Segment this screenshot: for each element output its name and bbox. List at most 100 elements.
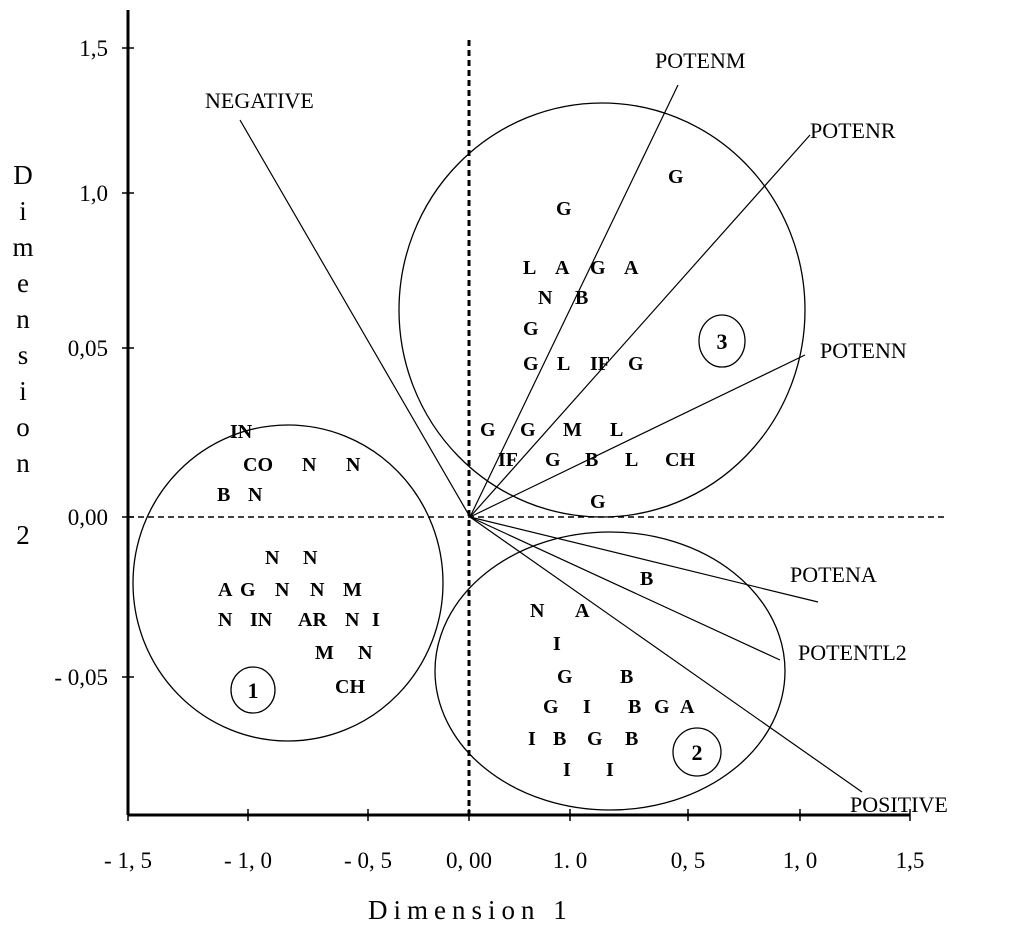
point-label: G xyxy=(668,166,684,188)
cluster-number: 1 xyxy=(248,678,259,703)
point-label: G xyxy=(545,449,561,471)
point-label: I xyxy=(528,728,536,750)
x-tick-label: - 1, 0 xyxy=(224,848,272,873)
point-label: G xyxy=(523,318,539,340)
point-label: B xyxy=(585,449,598,471)
y-tick-label: 1,0 xyxy=(79,181,108,206)
point-label: G xyxy=(628,353,644,375)
point-label: B xyxy=(575,287,588,309)
cluster-ellipse xyxy=(434,531,786,811)
x-tick-label: 0, 5 xyxy=(671,848,706,873)
y-tick-label: 1,5 xyxy=(79,36,108,61)
point-label: I xyxy=(372,609,380,631)
point-label: M xyxy=(343,579,362,601)
vector xyxy=(469,516,863,793)
point-label: G xyxy=(587,728,603,750)
point-label: A xyxy=(624,257,639,279)
point-label: L xyxy=(557,353,570,375)
vector xyxy=(469,134,811,518)
point-label: I xyxy=(583,696,591,718)
point-label: N xyxy=(310,579,325,601)
vector xyxy=(469,354,806,518)
point-label: G xyxy=(590,491,606,513)
point-label: G xyxy=(654,696,670,718)
point-label: M xyxy=(315,642,334,664)
point-label: IN xyxy=(230,421,253,443)
x-tick-label: - 1, 5 xyxy=(104,848,152,873)
x-tick-label: 1, 0 xyxy=(783,848,818,873)
point-label: N xyxy=(530,600,545,622)
point-label: N xyxy=(275,579,290,601)
point-label: IF xyxy=(590,353,610,375)
point-label: B xyxy=(640,568,653,590)
point-label: L xyxy=(523,257,536,279)
y-tick-label: 0,00 xyxy=(68,505,108,530)
point-label: N xyxy=(346,454,361,476)
point-label: N xyxy=(218,609,233,631)
point-label: IF xyxy=(498,449,518,471)
point-label: B xyxy=(553,728,566,750)
x-tick-label: 1,5 xyxy=(896,848,925,873)
point-label: N xyxy=(538,287,553,309)
point-label: G xyxy=(543,696,559,718)
point-label: CH xyxy=(665,449,695,471)
vector-label: POTENTL2 xyxy=(798,640,907,665)
cluster-ellipse xyxy=(132,424,444,742)
point-label: I xyxy=(563,759,571,781)
point-label: G xyxy=(520,419,536,441)
point-label: G xyxy=(480,419,496,441)
vector xyxy=(239,119,471,518)
vector-label: NEGATIVE xyxy=(205,88,314,113)
x-axis-title: Dimension 1 xyxy=(368,895,573,925)
point-label: G xyxy=(523,353,539,375)
point-label: A xyxy=(218,579,233,601)
cluster-number: 2 xyxy=(692,740,703,765)
point-label: CH xyxy=(335,676,365,698)
point-label: G xyxy=(590,257,606,279)
x-tick-label: 1. 0 xyxy=(553,848,588,873)
point-label: N xyxy=(248,484,263,506)
point-label: AR xyxy=(298,609,327,631)
y-tick-label: - 0,05 xyxy=(54,665,108,690)
point-label: N xyxy=(345,609,360,631)
point-label: B xyxy=(217,484,230,506)
point-label: N xyxy=(303,547,318,569)
cluster-number: 3 xyxy=(717,329,728,354)
x-tick-label: - 0, 5 xyxy=(344,848,392,873)
vector xyxy=(469,516,781,661)
vector xyxy=(469,516,819,603)
point-label: L xyxy=(610,419,623,441)
vector xyxy=(469,84,679,518)
y-tick-label: 0,05 xyxy=(68,336,108,361)
point-label: A xyxy=(555,257,570,279)
cluster-badge xyxy=(230,666,276,714)
cluster-badge xyxy=(698,314,746,368)
point-label: N xyxy=(358,642,373,664)
point-label: G xyxy=(240,579,256,601)
point-label: CO xyxy=(243,454,273,476)
point-label: G xyxy=(556,198,572,220)
point-label: N xyxy=(265,547,280,569)
point-label: B xyxy=(625,728,638,750)
point-label: I xyxy=(553,633,561,655)
vector-label: POTENR xyxy=(810,118,896,143)
point-label: M xyxy=(563,419,582,441)
point-label: I xyxy=(606,759,614,781)
point-label: A xyxy=(680,696,695,718)
point-label: B xyxy=(620,666,633,688)
point-label: N xyxy=(302,454,317,476)
y-axis-title: Dimension 2 xyxy=(8,160,38,556)
vector-label: POTENM xyxy=(655,48,745,73)
cluster-ellipse xyxy=(398,102,806,518)
point-label: G xyxy=(557,666,573,688)
vector-label: POSITIVE xyxy=(850,792,948,817)
cluster-badge xyxy=(672,727,722,777)
point-label: L xyxy=(625,449,638,471)
x-tick-label: 0, 00 xyxy=(446,848,492,873)
point-label: A xyxy=(575,600,590,622)
vector-label: POTENN xyxy=(820,338,907,363)
point-label: IN xyxy=(250,609,273,631)
point-label: B xyxy=(628,696,641,718)
